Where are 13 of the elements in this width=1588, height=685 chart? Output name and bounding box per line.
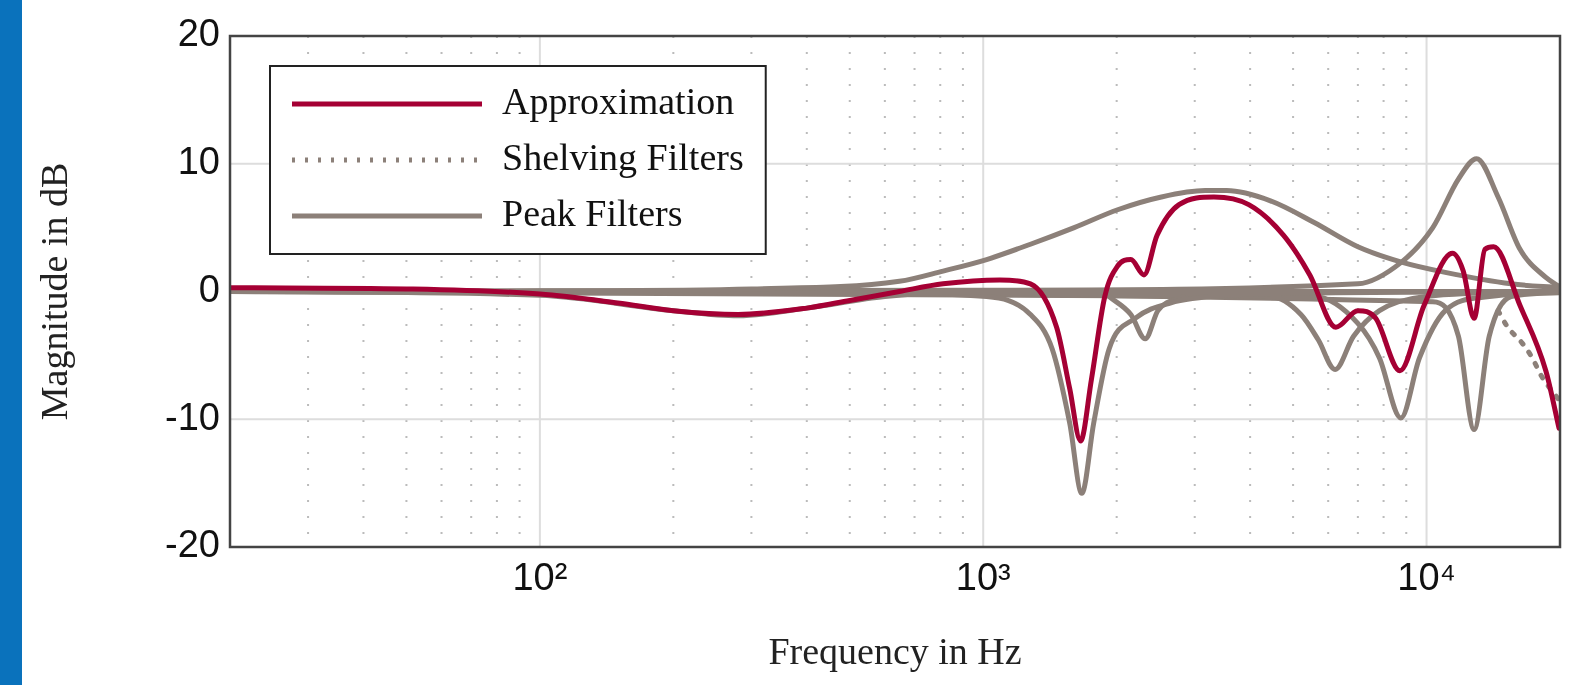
y-axis-title: Magnitude in dB <box>32 162 75 421</box>
y-tick-label: 0 <box>198 267 220 310</box>
legend-label: Shelving Filters <box>502 135 744 178</box>
legend-label: Approximation <box>502 79 735 122</box>
x-tick-label: 10⁴ <box>1397 556 1456 599</box>
y-tick-label: 20 <box>177 12 220 55</box>
y-tick-label: -10 <box>165 395 220 438</box>
x-tick-label: 10³ <box>955 556 1011 599</box>
x-axis-title: Frequency in Hz <box>768 630 1022 673</box>
legend-label: Peak Filters <box>502 191 683 234</box>
y-tick-label: 10 <box>177 140 220 183</box>
y-tick-label: -20 <box>165 523 220 566</box>
x-tick-label: 10² <box>512 556 568 599</box>
